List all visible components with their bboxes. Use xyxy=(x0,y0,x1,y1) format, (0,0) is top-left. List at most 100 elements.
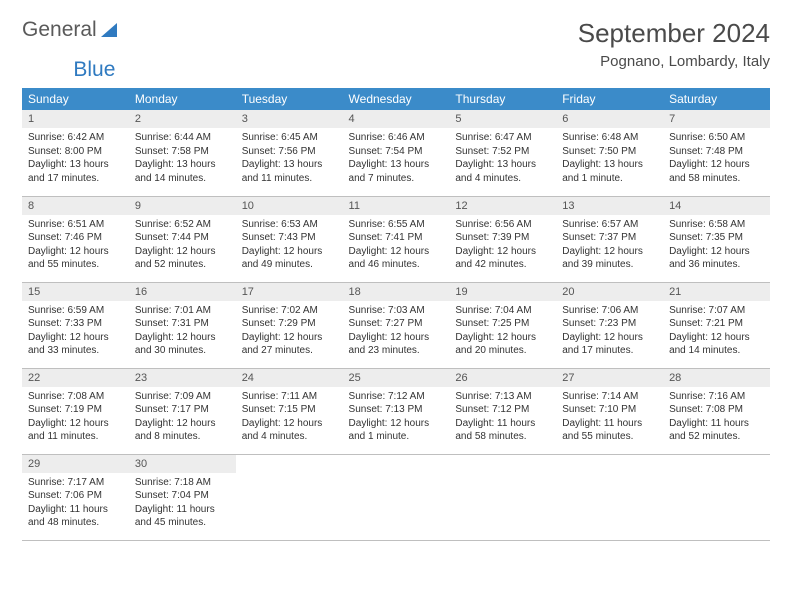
day-number: 19 xyxy=(449,283,556,301)
sunset-text: Sunset: 7:21 PM xyxy=(669,317,764,331)
day-details: Sunrise: 7:01 AMSunset: 7:31 PMDaylight:… xyxy=(129,301,236,364)
calendar-day-cell: 5Sunrise: 6:47 AMSunset: 7:52 PMDaylight… xyxy=(449,110,556,196)
sunset-text: Sunset: 7:54 PM xyxy=(349,145,444,159)
calendar-day-cell: 10Sunrise: 6:53 AMSunset: 7:43 PMDayligh… xyxy=(236,196,343,282)
day-details: Sunrise: 7:03 AMSunset: 7:27 PMDaylight:… xyxy=(343,301,450,364)
logo-text-1: General xyxy=(22,18,97,42)
calendar-day-cell: 13Sunrise: 6:57 AMSunset: 7:37 PMDayligh… xyxy=(556,196,663,282)
day-number: 13 xyxy=(556,197,663,215)
day-number: 6 xyxy=(556,110,663,128)
calendar-day-cell: 23Sunrise: 7:09 AMSunset: 7:17 PMDayligh… xyxy=(129,368,236,454)
day-number: 4 xyxy=(343,110,450,128)
day-details: Sunrise: 6:53 AMSunset: 7:43 PMDaylight:… xyxy=(236,215,343,278)
daylight-text: Daylight: 12 hours and 27 minutes. xyxy=(242,331,337,358)
sunrise-text: Sunrise: 7:13 AM xyxy=(455,390,550,404)
sunrise-text: Sunrise: 6:56 AM xyxy=(455,218,550,232)
weekday-header: Tuesday xyxy=(236,88,343,110)
sunset-text: Sunset: 7:50 PM xyxy=(562,145,657,159)
calendar-day-cell: 11Sunrise: 6:55 AMSunset: 7:41 PMDayligh… xyxy=(343,196,450,282)
sunrise-text: Sunrise: 7:01 AM xyxy=(135,304,230,318)
day-details: Sunrise: 7:12 AMSunset: 7:13 PMDaylight:… xyxy=(343,387,450,450)
day-number: 2 xyxy=(129,110,236,128)
calendar-day-cell: 17Sunrise: 7:02 AMSunset: 7:29 PMDayligh… xyxy=(236,282,343,368)
day-number: 29 xyxy=(22,455,129,473)
calendar-day-cell: 19Sunrise: 7:04 AMSunset: 7:25 PMDayligh… xyxy=(449,282,556,368)
day-number: 8 xyxy=(22,197,129,215)
calendar-day-cell: 28Sunrise: 7:16 AMSunset: 7:08 PMDayligh… xyxy=(663,368,770,454)
sunrise-text: Sunrise: 6:45 AM xyxy=(242,131,337,145)
calendar-week-row: 8Sunrise: 6:51 AMSunset: 7:46 PMDaylight… xyxy=(22,196,770,282)
calendar-day-cell: 6Sunrise: 6:48 AMSunset: 7:50 PMDaylight… xyxy=(556,110,663,196)
sunrise-text: Sunrise: 7:12 AM xyxy=(349,390,444,404)
calendar-day-cell xyxy=(556,454,663,540)
calendar-day-cell: 25Sunrise: 7:12 AMSunset: 7:13 PMDayligh… xyxy=(343,368,450,454)
day-number: 16 xyxy=(129,283,236,301)
day-number: 22 xyxy=(22,369,129,387)
day-details: Sunrise: 7:14 AMSunset: 7:10 PMDaylight:… xyxy=(556,387,663,450)
day-details: Sunrise: 6:50 AMSunset: 7:48 PMDaylight:… xyxy=(663,128,770,191)
daylight-text: Daylight: 12 hours and 46 minutes. xyxy=(349,245,444,272)
day-number: 7 xyxy=(663,110,770,128)
daylight-text: Daylight: 12 hours and 58 minutes. xyxy=(669,158,764,185)
calendar-day-cell: 22Sunrise: 7:08 AMSunset: 7:19 PMDayligh… xyxy=(22,368,129,454)
sunrise-text: Sunrise: 6:59 AM xyxy=(28,304,123,318)
daylight-text: Daylight: 12 hours and 4 minutes. xyxy=(242,417,337,444)
sunset-text: Sunset: 7:08 PM xyxy=(669,403,764,417)
sunrise-text: Sunrise: 7:16 AM xyxy=(669,390,764,404)
calendar-day-cell: 15Sunrise: 6:59 AMSunset: 7:33 PMDayligh… xyxy=(22,282,129,368)
sunrise-text: Sunrise: 7:18 AM xyxy=(135,476,230,490)
calendar-day-cell: 3Sunrise: 6:45 AMSunset: 7:56 PMDaylight… xyxy=(236,110,343,196)
day-details: Sunrise: 6:52 AMSunset: 7:44 PMDaylight:… xyxy=(129,215,236,278)
calendar-day-cell: 4Sunrise: 6:46 AMSunset: 7:54 PMDaylight… xyxy=(343,110,450,196)
sunset-text: Sunset: 7:29 PM xyxy=(242,317,337,331)
daylight-text: Daylight: 11 hours and 48 minutes. xyxy=(28,503,123,530)
sunset-text: Sunset: 7:41 PM xyxy=(349,231,444,245)
calendar-week-row: 1Sunrise: 6:42 AMSunset: 8:00 PMDaylight… xyxy=(22,110,770,196)
calendar-week-row: 22Sunrise: 7:08 AMSunset: 7:19 PMDayligh… xyxy=(22,368,770,454)
sunrise-text: Sunrise: 6:48 AM xyxy=(562,131,657,145)
calendar-day-cell: 16Sunrise: 7:01 AMSunset: 7:31 PMDayligh… xyxy=(129,282,236,368)
day-details: Sunrise: 7:17 AMSunset: 7:06 PMDaylight:… xyxy=(22,473,129,536)
weekday-header: Friday xyxy=(556,88,663,110)
sunrise-text: Sunrise: 6:42 AM xyxy=(28,131,123,145)
sunrise-text: Sunrise: 6:55 AM xyxy=(349,218,444,232)
daylight-text: Daylight: 12 hours and 30 minutes. xyxy=(135,331,230,358)
calendar-day-cell: 20Sunrise: 7:06 AMSunset: 7:23 PMDayligh… xyxy=(556,282,663,368)
sunset-text: Sunset: 7:12 PM xyxy=(455,403,550,417)
day-number: 15 xyxy=(22,283,129,301)
day-details: Sunrise: 6:48 AMSunset: 7:50 PMDaylight:… xyxy=(556,128,663,191)
day-number: 24 xyxy=(236,369,343,387)
weekday-header: Monday xyxy=(129,88,236,110)
day-number: 1 xyxy=(22,110,129,128)
calendar-week-row: 29Sunrise: 7:17 AMSunset: 7:06 PMDayligh… xyxy=(22,454,770,540)
daylight-text: Daylight: 12 hours and 11 minutes. xyxy=(28,417,123,444)
daylight-text: Daylight: 13 hours and 14 minutes. xyxy=(135,158,230,185)
day-details: Sunrise: 6:47 AMSunset: 7:52 PMDaylight:… xyxy=(449,128,556,191)
calendar-day-cell: 7Sunrise: 6:50 AMSunset: 7:48 PMDaylight… xyxy=(663,110,770,196)
sunrise-text: Sunrise: 6:50 AM xyxy=(669,131,764,145)
sunset-text: Sunset: 7:37 PM xyxy=(562,231,657,245)
calendar-day-cell: 27Sunrise: 7:14 AMSunset: 7:10 PMDayligh… xyxy=(556,368,663,454)
daylight-text: Daylight: 13 hours and 4 minutes. xyxy=(455,158,550,185)
day-number: 26 xyxy=(449,369,556,387)
sunrise-text: Sunrise: 7:09 AM xyxy=(135,390,230,404)
daylight-text: Daylight: 11 hours and 52 minutes. xyxy=(669,417,764,444)
day-details: Sunrise: 7:16 AMSunset: 7:08 PMDaylight:… xyxy=(663,387,770,450)
weekday-header: Wednesday xyxy=(343,88,450,110)
sunset-text: Sunset: 7:19 PM xyxy=(28,403,123,417)
day-number: 25 xyxy=(343,369,450,387)
daylight-text: Daylight: 13 hours and 17 minutes. xyxy=(28,158,123,185)
calendar-day-cell: 26Sunrise: 7:13 AMSunset: 7:12 PMDayligh… xyxy=(449,368,556,454)
sunrise-text: Sunrise: 7:17 AM xyxy=(28,476,123,490)
calendar-day-cell xyxy=(663,454,770,540)
daylight-text: Daylight: 12 hours and 36 minutes. xyxy=(669,245,764,272)
sunset-text: Sunset: 7:06 PM xyxy=(28,489,123,503)
calendar-day-cell: 29Sunrise: 7:17 AMSunset: 7:06 PMDayligh… xyxy=(22,454,129,540)
day-details: Sunrise: 6:58 AMSunset: 7:35 PMDaylight:… xyxy=(663,215,770,278)
sunset-text: Sunset: 7:58 PM xyxy=(135,145,230,159)
sunrise-text: Sunrise: 6:46 AM xyxy=(349,131,444,145)
sunset-text: Sunset: 7:39 PM xyxy=(455,231,550,245)
day-number: 28 xyxy=(663,369,770,387)
calendar-day-cell: 9Sunrise: 6:52 AMSunset: 7:44 PMDaylight… xyxy=(129,196,236,282)
calendar-day-cell: 30Sunrise: 7:18 AMSunset: 7:04 PMDayligh… xyxy=(129,454,236,540)
